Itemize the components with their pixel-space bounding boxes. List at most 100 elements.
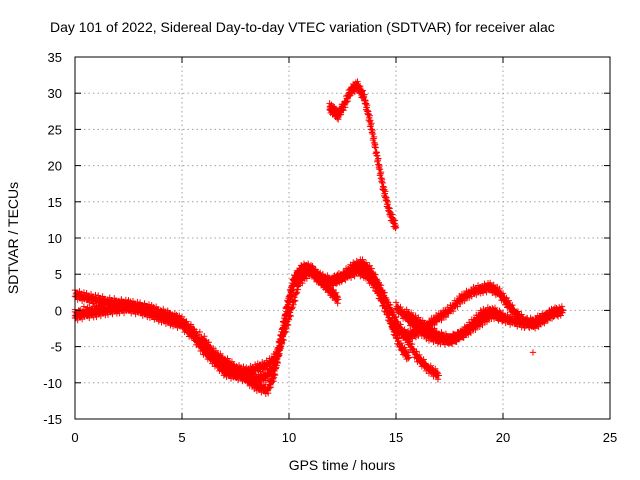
data-point <box>103 298 111 305</box>
x-tick-label: 20 <box>496 430 510 445</box>
data-point <box>312 266 319 274</box>
data-point <box>532 321 540 329</box>
data-point <box>356 82 364 90</box>
y-tick-label: 25 <box>48 122 62 137</box>
data-point <box>530 322 537 330</box>
data-point <box>284 321 292 329</box>
data-point <box>368 129 376 136</box>
data-point <box>452 338 459 345</box>
data-point <box>483 318 491 326</box>
data-point <box>544 316 551 324</box>
data-point <box>415 351 423 359</box>
data-point <box>433 368 441 376</box>
data-point <box>212 347 220 354</box>
data-point <box>371 141 379 148</box>
data-point <box>303 275 311 282</box>
data-point <box>368 265 375 272</box>
data-point <box>415 314 422 321</box>
data-point <box>335 116 342 123</box>
data-point <box>281 329 288 336</box>
data-point <box>504 298 511 305</box>
data-point <box>118 297 125 304</box>
data-point <box>371 142 378 150</box>
data-point <box>471 322 478 329</box>
data-point <box>377 168 385 176</box>
data-point <box>335 296 342 303</box>
data-point <box>258 378 265 386</box>
data-point <box>273 356 280 364</box>
data-point <box>369 127 376 135</box>
data-point <box>392 320 399 327</box>
data-point <box>270 366 277 374</box>
data-point <box>369 136 377 144</box>
data-point <box>369 130 377 138</box>
data-point <box>100 307 107 314</box>
data-point <box>288 305 295 312</box>
data-point <box>146 311 154 318</box>
data-point <box>478 315 485 322</box>
data-point <box>499 314 507 321</box>
data-point <box>270 377 277 385</box>
data-point <box>432 365 439 373</box>
data-point <box>345 92 353 100</box>
data-point <box>496 307 503 315</box>
data-point <box>173 311 180 319</box>
data-point <box>343 98 350 106</box>
data-point <box>384 198 392 206</box>
y-tick-label: -15 <box>43 412 62 427</box>
series-arc-4 <box>326 78 400 232</box>
data-point <box>376 172 384 179</box>
data-point <box>345 271 352 279</box>
data-point <box>475 317 483 325</box>
data-point <box>407 309 415 316</box>
data-point <box>403 349 410 357</box>
data-point <box>205 339 212 346</box>
data-point <box>363 101 371 109</box>
x-tick-labels: 0 5 10 15 20 25 <box>71 430 617 445</box>
data-point <box>287 312 294 320</box>
data-point <box>280 336 287 344</box>
data-point <box>94 299 102 306</box>
data-point <box>403 306 410 313</box>
y-tick-labels: -15 -10 -5 0 5 10 15 20 25 30 35 <box>43 50 62 427</box>
data-point <box>86 310 93 317</box>
data-point <box>508 313 516 320</box>
data-point <box>382 188 389 195</box>
data-point <box>285 316 293 324</box>
data-point <box>178 313 186 321</box>
data-point <box>137 308 145 315</box>
data-point <box>379 179 386 187</box>
data-point <box>351 88 359 96</box>
data-point <box>374 152 381 159</box>
data-point <box>123 306 130 314</box>
data-point <box>374 156 382 164</box>
data-point <box>132 307 139 314</box>
data-point <box>387 301 394 309</box>
data-point <box>558 303 566 310</box>
data-point <box>358 86 365 94</box>
data-point <box>362 259 370 266</box>
y-tick-label: 15 <box>48 195 62 210</box>
data-point <box>187 321 195 328</box>
data-point <box>401 344 408 351</box>
data-point <box>341 103 349 111</box>
series-arc-7 <box>403 304 507 347</box>
data-point <box>473 291 480 299</box>
data-point <box>267 383 275 391</box>
data-point <box>261 366 269 374</box>
data-point <box>392 299 400 306</box>
data-marks <box>71 78 567 397</box>
y-tick-label: 5 <box>55 267 62 282</box>
data-point <box>141 301 148 308</box>
data-point <box>486 279 494 287</box>
data-point <box>438 316 445 324</box>
data-point <box>376 166 384 173</box>
data-point <box>448 339 455 347</box>
data-point <box>482 313 490 321</box>
data-point <box>375 164 383 171</box>
data-point <box>376 162 383 170</box>
data-point <box>479 321 486 329</box>
y-tick-label: -5 <box>50 340 62 355</box>
data-point <box>383 197 391 204</box>
data-point <box>352 79 360 86</box>
